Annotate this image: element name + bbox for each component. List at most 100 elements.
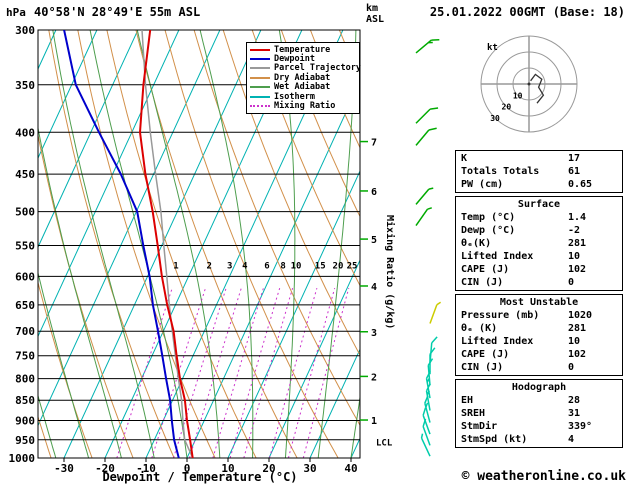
- x-axis-label: Dewpoint / Temperature (°C): [102, 470, 298, 484]
- stat-value: 4: [568, 434, 575, 445]
- wind-barb: [415, 187, 434, 205]
- mixing-ratio-lines: [116, 287, 350, 458]
- svg-text:2: 2: [371, 372, 377, 383]
- svg-text:3: 3: [227, 261, 232, 271]
- svg-text:4: 4: [242, 261, 248, 271]
- svg-text:850: 850: [15, 394, 35, 407]
- stat-label: PW (cm): [461, 179, 504, 190]
- legend-line-swatch: [250, 76, 270, 79]
- stat-value: 10: [568, 251, 581, 262]
- stat-row: Totals Totals 61: [456, 165, 622, 178]
- wind-barb: [415, 127, 437, 146]
- svg-text:7: 7: [371, 138, 377, 149]
- svg-text:550: 550: [15, 239, 35, 252]
- wind-barbs: [415, 38, 442, 457]
- datetime-label: 25.01.2022 00GMT (Base: 18): [429, 5, 625, 19]
- stat-label: θₑ(K): [461, 238, 492, 249]
- svg-text:20: 20: [262, 462, 275, 475]
- svg-text:-10: -10: [136, 462, 156, 475]
- temperature-trace: [138, 30, 194, 458]
- pressure-axis-unit: hPa: [6, 6, 26, 19]
- svg-text:750: 750: [15, 350, 35, 363]
- stat-label: Lifted Index: [461, 251, 534, 262]
- legend-item: Dewpoint: [250, 54, 359, 65]
- stat-row: StmDir 339°: [456, 420, 622, 433]
- legend-item-label: Dewpoint: [274, 54, 315, 65]
- stat-row: Pressure (mb) 1020: [456, 309, 622, 322]
- temp-axis: -30 -20 -10 0 10 20 30 40: [54, 458, 358, 475]
- svg-text:25: 25: [347, 261, 358, 271]
- stat-row: θₑ (K) 281: [456, 322, 622, 335]
- stat-value: 281: [568, 238, 587, 249]
- legend-line-swatch: [250, 86, 270, 89]
- svg-text:-30: -30: [54, 462, 74, 475]
- stat-row: θₑ(K) 281: [456, 237, 622, 250]
- stats-section-title: Most Unstable: [499, 297, 579, 308]
- svg-text:20: 20: [502, 103, 512, 112]
- stat-label: StmSpd (kt): [461, 434, 528, 445]
- plot-border: [37, 29, 361, 459]
- hodograph-origin-dot: [527, 82, 531, 86]
- legend-item-label: Temperature: [274, 44, 331, 55]
- hodograph-trace: [530, 73, 545, 104]
- svg-text:600: 600: [15, 270, 35, 283]
- legend-item-label: Dry Adiabat: [274, 72, 331, 83]
- legend-line-swatch: [250, 95, 270, 98]
- asl-unit: ASL: [366, 14, 385, 25]
- svg-text:400: 400: [15, 126, 35, 139]
- svg-text:5: 5: [371, 235, 377, 246]
- stat-label: θₑ (K): [461, 323, 498, 334]
- km-axis: 7 6 5 4 3 2 1 LCL: [360, 138, 393, 449]
- stat-value: 102: [568, 264, 587, 275]
- hodograph-ring: [496, 51, 562, 117]
- stat-row: SREH 31: [456, 407, 622, 420]
- stat-row: Lifted Index 10: [456, 250, 622, 263]
- svg-text:20: 20: [333, 261, 344, 271]
- stat-label: CIN (J): [461, 277, 504, 288]
- svg-text:450: 450: [15, 168, 35, 181]
- wind-barb: [420, 433, 431, 457]
- wind-barb: [415, 207, 432, 226]
- stat-label: CIN (J): [461, 362, 504, 373]
- stat-row: PW (cm) 0.65: [456, 178, 622, 191]
- stat-label: Lifted Index: [461, 336, 534, 347]
- legend-item-label: Wet Adiabat: [274, 82, 331, 93]
- legend-item: Parcel Trajectory: [250, 63, 361, 73]
- svg-text:900: 900: [15, 415, 35, 428]
- svg-text:650: 650: [15, 299, 35, 312]
- stat-label: K: [461, 153, 468, 164]
- svg-text:300: 300: [15, 24, 35, 37]
- svg-text:8: 8: [280, 261, 285, 271]
- wind-barb: [422, 418, 431, 446]
- svg-text:950: 950: [15, 434, 35, 447]
- stat-value: 1020: [568, 310, 593, 321]
- station-title: 40°58'N 28°49'E 55m ASL: [34, 5, 201, 19]
- stat-value: 339°: [568, 421, 593, 432]
- legend-item: Isotherm: [250, 92, 359, 102]
- svg-text:350: 350: [15, 79, 35, 92]
- stat-row: CAPE (J) 102: [456, 348, 622, 361]
- legend-item: Temperature: [250, 44, 359, 55]
- svg-text:6: 6: [371, 187, 377, 198]
- km-unit: km: [366, 3, 379, 14]
- svg-text:2: 2: [207, 261, 212, 271]
- hodograph-ring: [480, 35, 578, 133]
- stat-row: Temp (°C) 1.4: [456, 211, 622, 224]
- stat-value: 0: [568, 277, 575, 288]
- lcl-label: LCL: [376, 439, 393, 449]
- stat-value: -2: [568, 225, 581, 236]
- dewpoint-trace: [63, 30, 180, 458]
- stats-panel: K 17 Totals Totals 61 PW (cm) 0.65 Surface Temp…: [455, 150, 623, 451]
- stat-value: 281: [568, 323, 587, 334]
- sounding-traces: [63, 30, 194, 458]
- svg-text:1000: 1000: [9, 452, 36, 465]
- svg-text:1: 1: [173, 261, 178, 271]
- stats-section-title: Surface: [517, 199, 561, 210]
- hodograph-unit-label: kt: [487, 43, 498, 53]
- stat-row: Dewp (°C) -2: [456, 224, 622, 237]
- stat-label: CAPE (J): [461, 264, 510, 275]
- wind-barb: [429, 347, 436, 375]
- legend-item: Dry Adiabat: [250, 72, 359, 83]
